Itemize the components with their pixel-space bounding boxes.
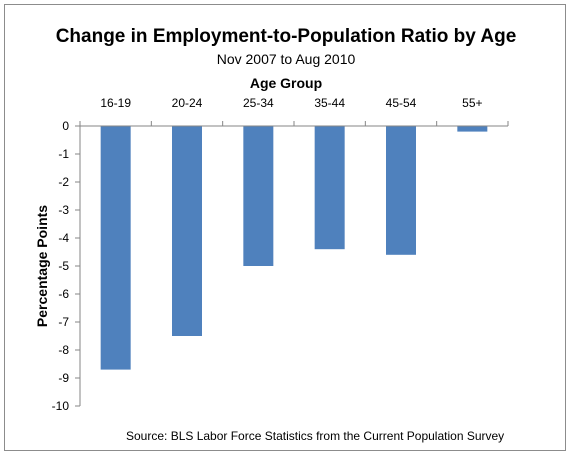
x-tick-label: 16-19 [100, 96, 131, 110]
y-tick-label: -1 [58, 147, 69, 161]
bar-25-34 [243, 126, 274, 266]
x-tick-label: 55+ [462, 96, 482, 110]
chart-frame [4, 4, 566, 451]
x-tick-label: 35-44 [314, 96, 345, 110]
x-tick-label: 45-54 [386, 96, 417, 110]
y-tick-label: -2 [58, 175, 69, 189]
y-axis-title: Percentage Points [34, 205, 50, 327]
chart-title: Change in Employment-to-Population Ratio… [55, 26, 517, 47]
source-note: Source: BLS Labor Force Statistics from … [126, 429, 505, 443]
y-tick-label: -9 [58, 371, 69, 385]
bar-16-19 [100, 126, 131, 370]
x-tick-label: 20-24 [172, 96, 203, 110]
bar-45-54 [386, 126, 416, 255]
y-tick-label: -5 [58, 259, 69, 273]
y-tick-label: -10 [52, 399, 70, 413]
y-tick-label: -7 [58, 315, 69, 329]
y-tick-label: 0 [62, 119, 69, 133]
chart-subtitle: Nov 2007 to Aug 2010 [216, 51, 356, 67]
y-tick-label: -3 [58, 203, 69, 217]
x-axis-title: Age Group [249, 75, 323, 91]
bar-20-24 [172, 126, 202, 336]
x-tick-label: 25-34 [243, 96, 274, 110]
plot-area: 0 -1 -2 -3 -4 -5 -6 -7 -8 -9 -10 16-19 20-24 25-34 35-… [52, 96, 509, 413]
y-tick-label: -4 [58, 231, 69, 245]
y-tick-label: -6 [58, 287, 69, 301]
bar-35-44 [314, 126, 345, 250]
y-tick-label: -8 [58, 343, 69, 357]
bar-55+ [457, 126, 488, 132]
